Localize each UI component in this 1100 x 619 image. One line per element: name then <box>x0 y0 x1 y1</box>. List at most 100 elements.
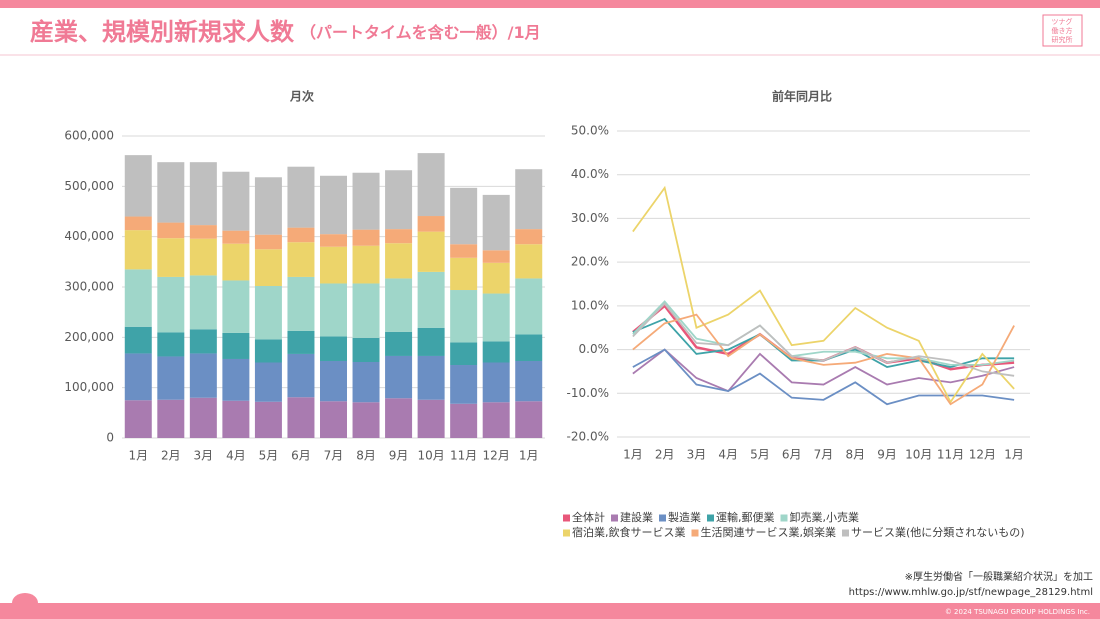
logo-line: ツナグ <box>1052 17 1073 26</box>
bar-segment <box>417 355 445 400</box>
x-tick-label: 4月 <box>718 448 738 462</box>
bar-segment <box>124 230 152 270</box>
y-tick-label: 40.0% <box>571 167 609 181</box>
x-tick-label: 11月 <box>450 449 477 463</box>
legend-swatch <box>659 514 666 522</box>
logo-line: 働き方 <box>1052 26 1073 35</box>
bar-segment <box>450 403 478 438</box>
x-tick-label: 11月 <box>937 448 964 462</box>
bar-segment <box>189 162 217 226</box>
bar-segment <box>287 353 315 398</box>
chart-title: 前年同月比 <box>772 89 832 104</box>
bar-segment <box>417 271 445 328</box>
x-tick-label: 9月 <box>877 448 897 462</box>
bar-segment <box>254 177 282 235</box>
legend-swatch <box>780 514 788 522</box>
bar-segment <box>189 275 217 330</box>
bar-segment <box>254 401 282 438</box>
bar-segment <box>482 341 510 363</box>
footer-tab <box>12 593 38 603</box>
legend-swatch <box>707 514 714 522</box>
x-tick-label: 1月 <box>1004 448 1024 462</box>
bar-segment <box>189 225 217 239</box>
x-tick-label: 1月 <box>623 448 643 462</box>
line-series <box>632 302 1015 377</box>
bar-segment <box>482 402 510 438</box>
chart-title: 月次 <box>289 89 314 104</box>
bar-segment <box>450 342 478 366</box>
bar-segment <box>450 187 478 245</box>
x-tick-label: 12月 <box>483 449 510 463</box>
line-series <box>632 348 1015 393</box>
bar-segment <box>254 362 282 402</box>
y-tick-label: 100,000 <box>64 380 114 394</box>
bar-segment <box>385 398 413 438</box>
bar-segment <box>352 337 380 362</box>
bar-segment <box>352 172 380 230</box>
bar-segment <box>482 362 510 403</box>
bar-segment <box>320 283 347 337</box>
bar-segment <box>385 229 413 244</box>
y-tick-label: 600,000 <box>64 129 114 143</box>
y-tick-label: -10.0% <box>567 386 609 400</box>
bar-segment <box>352 229 380 246</box>
bar-segment <box>222 400 250 438</box>
legend-swatch <box>563 514 570 522</box>
x-tick-label: 3月 <box>687 448 707 462</box>
bar-segment <box>352 402 380 438</box>
bar-segment <box>385 331 413 356</box>
bar-segment <box>157 238 185 277</box>
x-tick-label: 3月 <box>194 449 214 463</box>
x-tick-label: 1月 <box>519 449 539 463</box>
bar-segment <box>287 397 315 438</box>
bar-segment <box>515 334 543 361</box>
y-tick-label: 30.0% <box>571 211 609 225</box>
y-tick-label: 0.0% <box>579 342 610 356</box>
y-tick-label: 0 <box>106 431 114 445</box>
legend-swatch <box>842 529 849 537</box>
bar-segment <box>222 171 250 231</box>
bar-segment <box>515 278 543 335</box>
y-tick-label: 200,000 <box>64 330 114 344</box>
bar-segment <box>385 278 413 332</box>
bar-segment <box>417 153 445 217</box>
x-tick-label: 12月 <box>969 448 996 462</box>
legend-label: 卸売業,小売業 <box>790 510 860 524</box>
bar-segment <box>320 360 347 402</box>
bar-segment <box>450 365 478 404</box>
bar-segment <box>515 229 543 245</box>
bar-segment <box>124 400 152 438</box>
legend-swatch <box>563 529 570 537</box>
x-tick-label: 5月 <box>259 449 279 463</box>
x-tick-label: 8月 <box>845 448 865 462</box>
x-tick-label: 5月 <box>750 448 770 462</box>
bar-segment <box>222 243 250 281</box>
y-tick-label: 20.0% <box>571 255 609 269</box>
logo-box <box>1042 14 1083 47</box>
bar-segment <box>254 249 282 286</box>
bar-segment <box>385 355 413 399</box>
footer-bar <box>0 603 1100 619</box>
bar-segment <box>320 246 347 284</box>
legend-label: サービス業(他に分類されないもの) <box>851 526 1025 539</box>
x-tick-label: 10月 <box>905 448 932 462</box>
bar-segment <box>450 244 478 258</box>
line-series <box>632 313 1015 406</box>
bar-segment <box>287 276 315 331</box>
bar-segment <box>320 234 347 247</box>
bar-segment <box>287 227 315 243</box>
bar-segment <box>287 242 315 277</box>
bar-segment <box>417 399 445 438</box>
bar-segment <box>189 329 217 354</box>
bar-segment <box>450 257 478 291</box>
top-bar <box>0 0 1100 8</box>
title-main: 産業、規模別新規求人数 <box>30 18 295 46</box>
bar-segment <box>320 401 347 438</box>
bar-segment <box>482 293 510 342</box>
bar-segment <box>222 230 250 244</box>
legend-swatch <box>691 529 699 537</box>
bar-segment <box>287 330 315 354</box>
bar-segment <box>515 401 543 438</box>
bar-segment <box>287 166 315 228</box>
